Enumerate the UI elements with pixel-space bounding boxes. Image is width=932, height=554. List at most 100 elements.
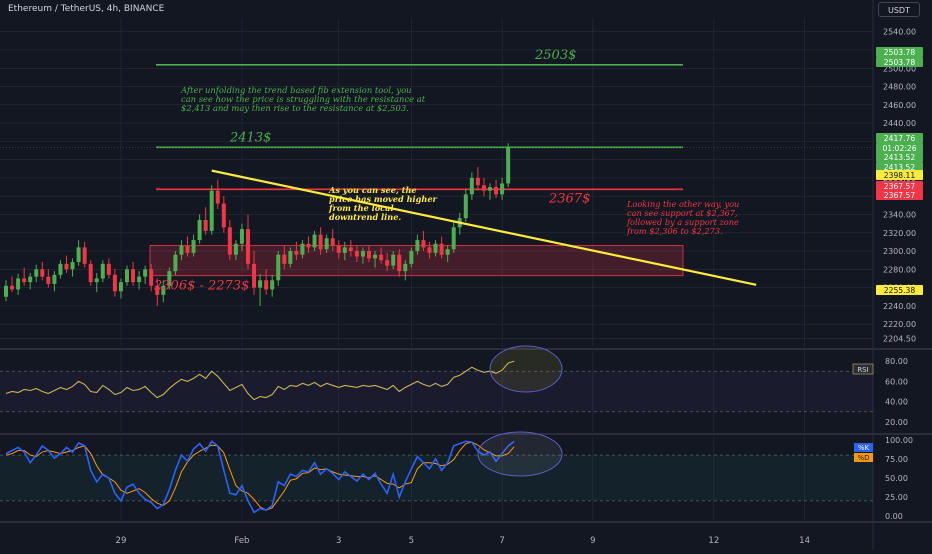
candle-body [76,247,81,263]
symbol-title[interactable]: Ethereum / TetherUS, 4h, BINANCE [8,4,165,14]
rsi-tick-label: 40.00 [885,398,908,407]
price-tick-label: 2204.50 [883,334,916,343]
price-tag [876,162,923,172]
price-tick-label: 2460.00 [883,101,916,110]
time-tick-label: 29 [116,536,127,546]
candle-body [106,263,111,275]
candle-body [233,243,238,255]
price-tag-label: 2503.78 [884,58,916,67]
annotation-support-text: from $2,306 to $2,273. [626,226,723,236]
price-tick-label: 2220.00 [883,320,916,329]
candle-body [330,238,335,246]
candle-body [300,243,305,255]
rsi-legend-box [852,363,874,375]
annotation-fib-text: $2,413 and may then rise to the resistan… [181,103,409,113]
candle-body [318,234,323,250]
downtrend-line [211,169,757,286]
candle-body [391,254,396,266]
candle-body [149,269,154,286]
candle-body [70,262,75,270]
candle-body [506,146,511,184]
rsi-legend-label: RSI [857,366,868,374]
candle-body [451,227,456,250]
candle-body [137,276,142,283]
candle-body [433,243,438,253]
candle-body [379,254,384,261]
price-tick-label: 2280.00 [883,265,916,274]
candle-body [360,251,365,257]
price-tick-label: 2480.00 [883,83,916,92]
candle-body [439,243,444,255]
annotation-trend-text: As you can see, the [328,185,417,195]
candle-body [475,177,480,186]
candle-body [385,260,390,266]
candle-body [500,183,505,195]
stoch-tick-label: 75.00 [885,455,908,464]
stoch-tick-label: 0.00 [885,512,903,521]
candle-body [155,285,160,295]
candle-body [52,274,57,284]
candle-body [421,240,426,248]
candle-body [342,247,347,253]
currency-button[interactable]: USDT [878,2,920,17]
price-tag [876,190,923,200]
annotation-support-text: followed by a support zone [626,217,739,227]
candle-body [282,254,287,264]
candle-body [16,278,21,290]
stoch-d-line [5,441,515,511]
candle-body [409,251,414,264]
candle-body [215,190,220,204]
price-tag-label: 2417.76 [884,134,916,143]
candle-body [40,269,45,277]
time-tick-label: 12 [708,536,719,546]
stoch-d-legend-label: %D [857,454,869,462]
level-label-2503: 2503$ [534,48,576,63]
price-tick-label: 2440.00 [883,119,916,128]
annotation-trend-text: downtrend line. [329,212,401,222]
time-tick-label: Feb [234,536,249,546]
candle-body [100,263,105,279]
stoch-k-legend-box [854,443,873,452]
stoch-k-legend-label: %K [858,444,870,452]
candle-body [112,274,117,292]
candle-body [118,282,123,292]
candle-body [221,203,226,228]
stoch-tick-label: 25.00 [885,493,908,502]
candle-body [239,229,244,244]
price-tick-label: 2340.00 [883,210,916,219]
price-tag [876,285,923,295]
candle-body [469,177,474,195]
price-tag [876,143,923,153]
candle-body [167,271,172,286]
candle-body [288,251,293,264]
time-tick-label: 5 [409,536,414,546]
candle-body [324,238,329,250]
candle-body [246,229,250,264]
candle-body [94,278,99,283]
rsi-tick-label: 60.00 [885,377,908,386]
price-tag-label: 2367.57 [884,191,916,200]
candle-body [46,276,51,284]
price-tag [876,47,923,57]
candle-body [125,269,129,283]
candle-body [445,249,450,255]
price-tag-label: 2413.52 [884,153,916,162]
candle-body [306,243,311,248]
candle-body [64,263,69,270]
candle-body [488,187,492,191]
time-tick-label: 14 [799,536,810,546]
time-tick-label: 7 [499,536,504,546]
rsi-highlight-circle [489,345,563,393]
candle-body [22,278,27,283]
candle-body [415,240,420,252]
annotation-fib-text: can see how the price is struggling with… [181,94,426,104]
price-tag-label: 2413.52 [884,163,916,172]
candle-body [354,251,359,257]
candle-body [203,219,208,231]
price-tick-label: 2240.00 [883,302,916,311]
candle-body [10,285,15,290]
price-tag [876,57,923,67]
price-tag [876,170,923,180]
